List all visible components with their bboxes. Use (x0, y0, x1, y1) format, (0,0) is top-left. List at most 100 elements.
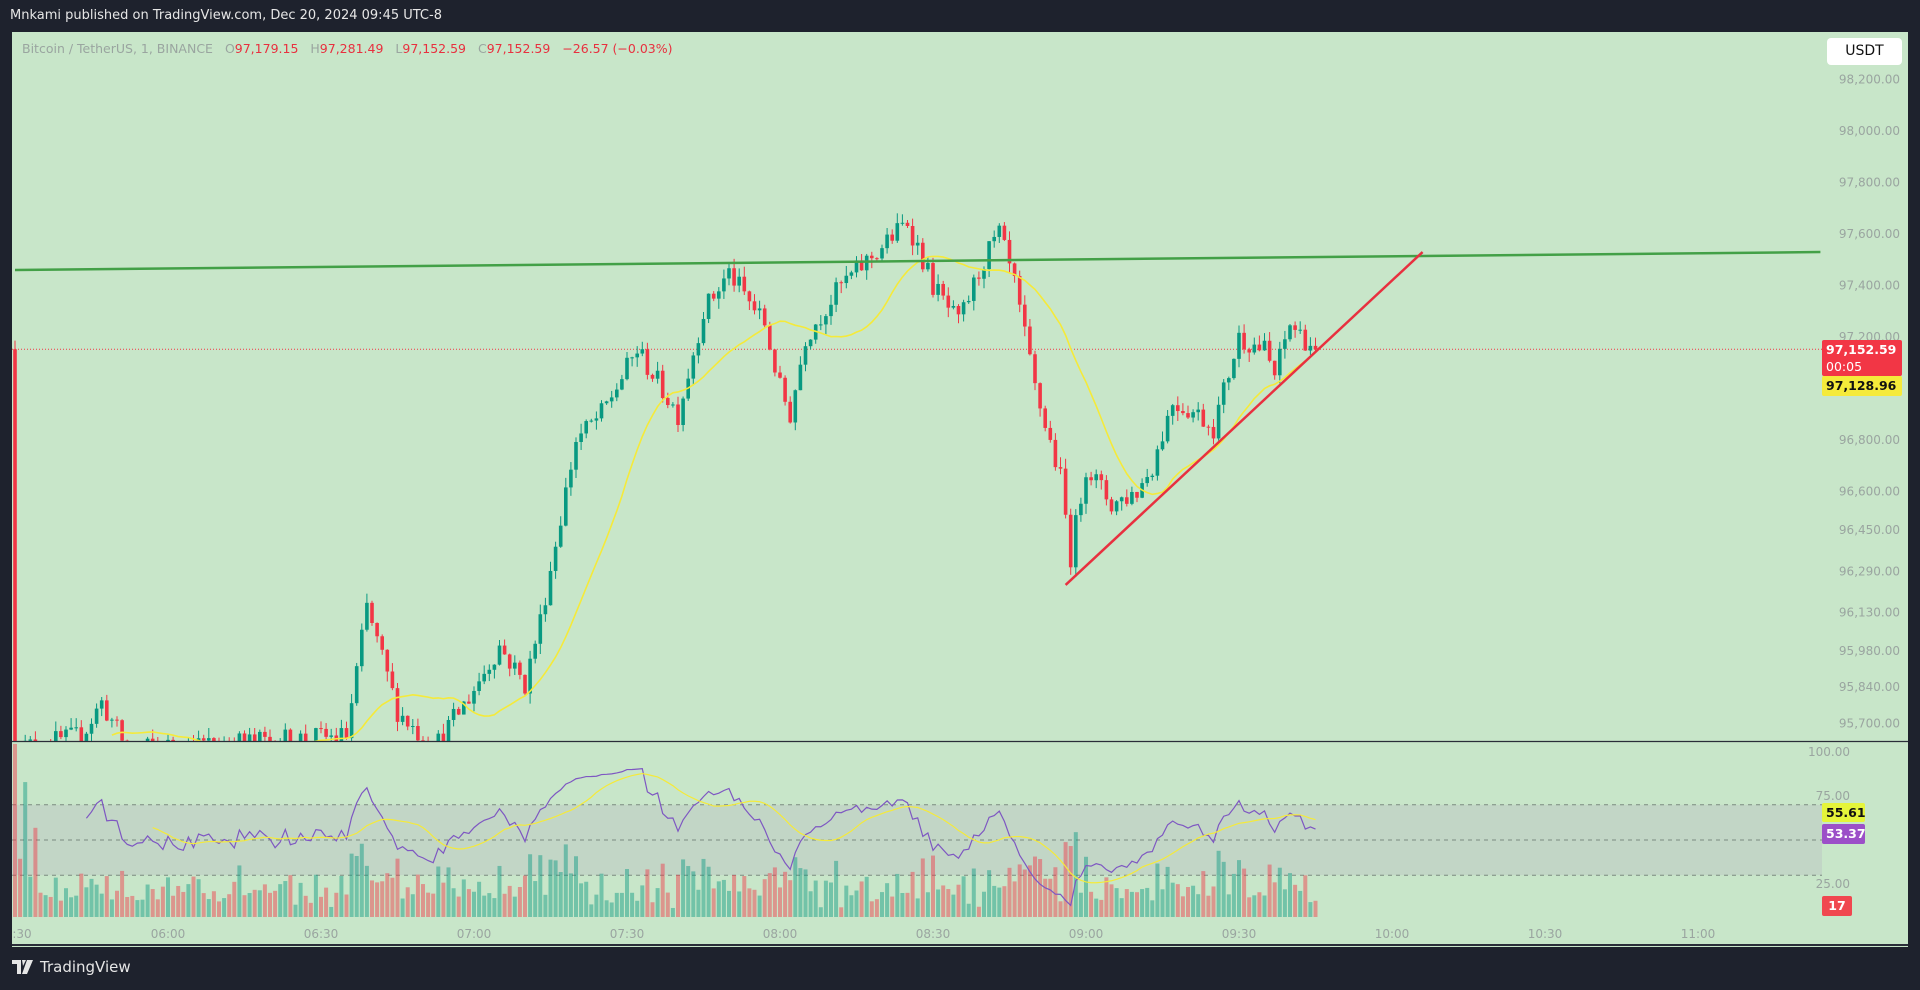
time-axis-label: 11:00 (1681, 927, 1716, 941)
volume-bar (390, 877, 395, 917)
candle (1048, 427, 1053, 440)
candle (431, 753, 435, 758)
volume-bar (818, 907, 823, 917)
volume-bar (268, 892, 272, 917)
candle (543, 605, 548, 615)
candle (201, 738, 206, 741)
candle (298, 733, 303, 741)
candle (737, 276, 741, 286)
volume-bar (650, 902, 655, 917)
volume-bar (477, 881, 482, 917)
volume-bar (201, 893, 206, 917)
price-pane (12, 213, 1822, 758)
price-axis-label: 97,800.00 (1839, 176, 1900, 190)
candle (74, 727, 78, 729)
volume-bar (181, 891, 186, 917)
volume-bar (308, 902, 313, 917)
candle (288, 729, 293, 741)
volume-bar (125, 897, 130, 917)
candle (783, 377, 787, 402)
candle (844, 275, 849, 284)
candle (395, 688, 400, 722)
tradingview-logo-icon (12, 960, 33, 974)
volume-badge: 17 (1822, 896, 1852, 916)
volume-bar (701, 858, 706, 917)
volume-bar (1175, 884, 1180, 917)
candle (1099, 474, 1104, 481)
candle (436, 733, 441, 741)
time-axis-label: 07:30 (610, 927, 645, 941)
close-value: 97,152.59 (486, 41, 551, 56)
volume-bar (1267, 864, 1272, 917)
tradingview-logo[interactable]: TradingView (12, 958, 131, 976)
volume-bar (1247, 897, 1252, 917)
volume-bar (436, 866, 441, 917)
candle (696, 343, 701, 356)
chart-canvas[interactable]: 100.00 75.00 25.00 98,200.00 98,000.00 97,800… (12, 32, 1908, 947)
volume-bar (655, 888, 660, 917)
low-label: L (395, 41, 403, 56)
volume-bar (1196, 894, 1201, 917)
volume-bar (635, 900, 640, 917)
candle (319, 728, 323, 730)
candle (1094, 474, 1098, 481)
candle (502, 645, 507, 655)
candle (900, 222, 905, 224)
chart-area[interactable]: Bitcoin / TetherUS, 1, BINANCE O97,179.1… (12, 32, 1908, 947)
volume-bar (727, 890, 731, 917)
candle (819, 324, 823, 326)
candle (1165, 415, 1170, 442)
volume-bar (339, 875, 344, 917)
volume-bar (1068, 846, 1073, 917)
candle (1017, 275, 1022, 305)
candle (977, 277, 981, 279)
volume-bar (839, 907, 844, 917)
candle (778, 372, 782, 378)
volume-bar (456, 896, 461, 917)
currency-button[interactable]: USDT (1827, 38, 1902, 65)
volume-bar (966, 903, 971, 917)
candle (145, 738, 150, 741)
volume-bar (293, 904, 298, 917)
symbol-name[interactable]: Bitcoin / TetherUS, 1, BINANCE (22, 41, 213, 56)
price-axis-label: 98,000.00 (1839, 124, 1900, 138)
volume-bar (354, 856, 359, 917)
price-axis-label: 97,600.00 (1839, 227, 1900, 241)
candle (987, 241, 991, 270)
volume-bar (1043, 878, 1048, 917)
candle (222, 744, 226, 748)
price-axis-label: 97,400.00 (1839, 279, 1900, 293)
volume-bar (523, 875, 527, 917)
candle (156, 744, 160, 747)
candle (33, 739, 38, 741)
volume-bar (982, 891, 986, 917)
volume-bar (1313, 900, 1318, 917)
candle (1079, 503, 1083, 516)
price-axis-label: 98,200.00 (1839, 73, 1900, 87)
volume-bar (941, 885, 946, 917)
volume-bar (1293, 884, 1298, 917)
volume-bar (619, 892, 624, 917)
volume-bar (53, 877, 58, 917)
volume-bar (691, 871, 696, 917)
volume-bar (211, 891, 216, 917)
candle (972, 277, 976, 301)
candle (768, 325, 772, 350)
candle (926, 263, 930, 270)
candle (854, 260, 859, 273)
candle (803, 346, 808, 365)
candle (171, 739, 175, 741)
volume-bar (783, 871, 788, 917)
volume-bar (1298, 890, 1303, 917)
ma-price-badge: 97,128.96 (1822, 376, 1902, 396)
candle (472, 690, 476, 704)
resistance-line (14, 250, 1821, 272)
candle (1043, 408, 1047, 428)
volume-bar (1201, 871, 1206, 917)
volume-bar (58, 900, 63, 917)
candle (507, 654, 512, 669)
volume-bar (706, 866, 711, 917)
volume-bar (625, 869, 629, 917)
candle (1237, 332, 1241, 359)
candle (339, 728, 344, 741)
